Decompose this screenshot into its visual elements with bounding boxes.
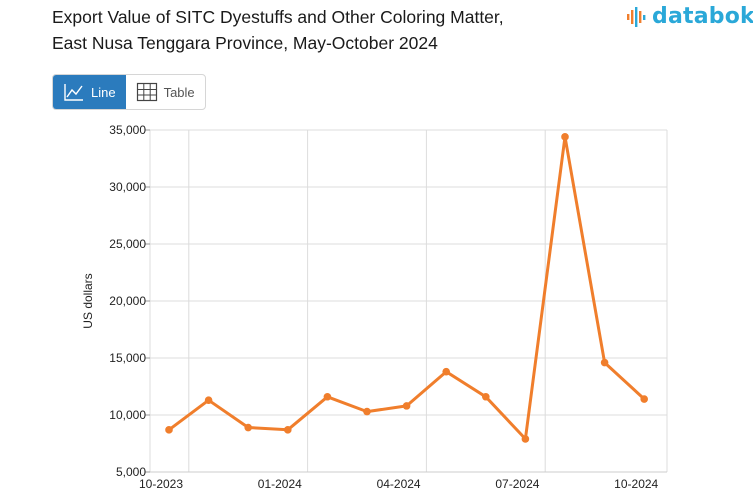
x-tick-label: 10-2024	[614, 477, 658, 491]
chart-title-line-2: East Nusa Tenggara Province, May-October…	[52, 33, 438, 53]
series-line	[167, 135, 646, 441]
y-tick-label: 5,000	[116, 465, 146, 479]
data-point[interactable]	[204, 396, 213, 404]
logo-text: databoks	[652, 4, 753, 29]
data-point[interactable]	[363, 407, 371, 416]
data-point[interactable]	[640, 395, 648, 403]
data-point[interactable]	[165, 426, 173, 434]
line-chart-icon	[64, 84, 83, 101]
y-axis-ticks: 5,000 10,000 15,000 20,000 25,000 30,000 35,00…	[109, 123, 150, 479]
y-tick-label: 20,000	[109, 294, 146, 308]
table-view-button[interactable]: Table	[126, 75, 205, 109]
data-point[interactable]	[402, 402, 411, 410]
x-tick-label: 04-2024	[377, 477, 421, 491]
y-tick-label: 30,000	[109, 180, 146, 194]
logo-bars-icon	[627, 6, 646, 27]
table-view-label: Table	[163, 84, 195, 100]
data-point[interactable]	[561, 133, 569, 141]
chart-grid	[149, 129, 668, 473]
data-point[interactable]	[600, 358, 609, 367]
data-points	[165, 133, 648, 443]
table-grid-icon	[136, 82, 157, 102]
view-toggle: Line Table	[52, 74, 206, 110]
data-point[interactable]	[284, 426, 292, 434]
y-tick-label: 15,000	[109, 351, 146, 365]
chart-title: Export Value of SITC Dyestuffs and Other…	[52, 4, 504, 56]
data-point[interactable]	[442, 367, 451, 376]
data-point[interactable]	[482, 392, 490, 401]
x-axis-ticks: 10-2023 01-2024 04-2024 07-2024 10-2024	[139, 477, 659, 491]
x-tick-label: 07-2024	[495, 477, 539, 491]
chart-title-line-1: Export Value of SITC Dyestuffs and Other…	[52, 7, 504, 27]
y-tick-label: 25,000	[109, 237, 146, 251]
data-point[interactable]	[244, 423, 252, 432]
databoks-logo[interactable]: databoks	[626, 4, 753, 29]
x-tick-label: 01-2024	[258, 477, 302, 491]
y-tick-label: 35,000	[109, 123, 146, 137]
x-tick-label: 10-2023	[139, 477, 183, 491]
y-axis-title: US dollars	[81, 273, 95, 328]
y-tick-label: 10,000	[109, 408, 146, 422]
data-point[interactable]	[323, 392, 332, 401]
line-view-label: Line	[91, 84, 116, 100]
data-point[interactable]	[521, 435, 530, 443]
line-view-button[interactable]: Line	[53, 75, 126, 109]
